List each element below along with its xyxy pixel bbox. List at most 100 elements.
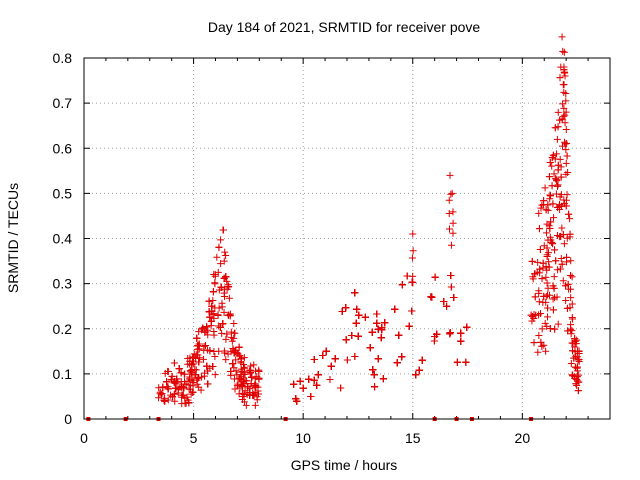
data-point [546, 191, 554, 199]
data-point [351, 289, 359, 297]
data-point [353, 305, 361, 313]
data-point [238, 382, 246, 390]
data-point [537, 310, 545, 318]
y-tick-label: 0.3 [53, 276, 73, 292]
data-point [194, 342, 202, 350]
data-point [225, 294, 233, 302]
data-point [220, 257, 228, 265]
data-point [164, 385, 172, 393]
data-point [191, 371, 199, 379]
data-point [202, 328, 210, 336]
data-point [550, 170, 558, 178]
data-point [378, 326, 386, 334]
data-point [211, 280, 219, 288]
data-point [551, 246, 559, 254]
data-point [222, 273, 230, 281]
data-point [236, 352, 244, 360]
data-point [222, 335, 230, 343]
data-point [379, 375, 387, 383]
y-tick-label: 0.5 [53, 185, 73, 201]
data-point [541, 319, 549, 327]
data-point [206, 313, 214, 321]
data-point [569, 372, 577, 380]
data-point [418, 356, 426, 364]
data-point [255, 374, 263, 382]
data-point [391, 305, 399, 313]
data-point [237, 378, 245, 386]
data-point [204, 331, 212, 339]
y-tick-label: 0 [64, 411, 72, 427]
data-point [250, 361, 258, 369]
data-point [195, 328, 203, 336]
data-point [552, 175, 560, 183]
data-point [222, 356, 230, 364]
data-point [248, 373, 256, 381]
data-point [571, 363, 579, 371]
data-point [209, 288, 217, 296]
data-point [447, 272, 455, 280]
data-point [561, 111, 569, 119]
data-point [224, 311, 232, 319]
data-point [567, 325, 575, 333]
data-point [235, 390, 243, 398]
data-point [557, 254, 565, 262]
data-point [542, 229, 550, 237]
data-point [549, 240, 557, 248]
data-point [253, 396, 261, 404]
data-point [327, 362, 335, 370]
data-point [351, 353, 359, 361]
data-point [354, 332, 362, 340]
data-point [313, 381, 321, 389]
data-point [177, 369, 185, 377]
data-point [549, 282, 557, 290]
data-point [290, 380, 298, 388]
data-point [369, 366, 377, 374]
data-point [210, 328, 218, 336]
data-point [292, 395, 300, 403]
data-point [571, 337, 579, 345]
data-point [230, 334, 238, 342]
data-point [535, 289, 543, 297]
data-point [361, 313, 369, 321]
data-point [567, 330, 575, 338]
data-point [538, 342, 546, 350]
y-tick-label: 0.4 [53, 231, 73, 247]
data-point [537, 338, 545, 346]
data-point [564, 280, 572, 288]
data-point [574, 367, 582, 375]
data-point [246, 367, 254, 375]
data-point [310, 355, 318, 363]
data-point [190, 350, 198, 358]
plot-frame [83, 57, 611, 420]
data-point [540, 197, 548, 205]
data-point [374, 355, 382, 363]
data-point [445, 209, 453, 217]
data-point [553, 150, 561, 158]
data-point [551, 325, 559, 333]
data-point [562, 159, 570, 167]
data-point [352, 319, 360, 327]
data-point [544, 249, 552, 257]
data-point [560, 48, 568, 56]
data-point [462, 358, 470, 366]
data-point [445, 225, 453, 233]
data-point [222, 251, 230, 259]
data-point [319, 351, 327, 359]
data-point [200, 342, 208, 350]
data-point [218, 299, 226, 307]
data-point [457, 337, 465, 345]
data-point [230, 349, 238, 357]
grid-layer [84, 58, 610, 419]
data-point [528, 257, 536, 265]
data-point [211, 371, 219, 379]
data-point [355, 311, 363, 319]
data-point [554, 203, 562, 211]
data-point [198, 373, 206, 381]
data-point [331, 355, 339, 363]
data-point [538, 201, 546, 209]
data-point [233, 371, 241, 379]
data-point [567, 359, 575, 367]
data-point [223, 330, 231, 338]
data-point [224, 350, 232, 358]
data-point [562, 90, 570, 98]
